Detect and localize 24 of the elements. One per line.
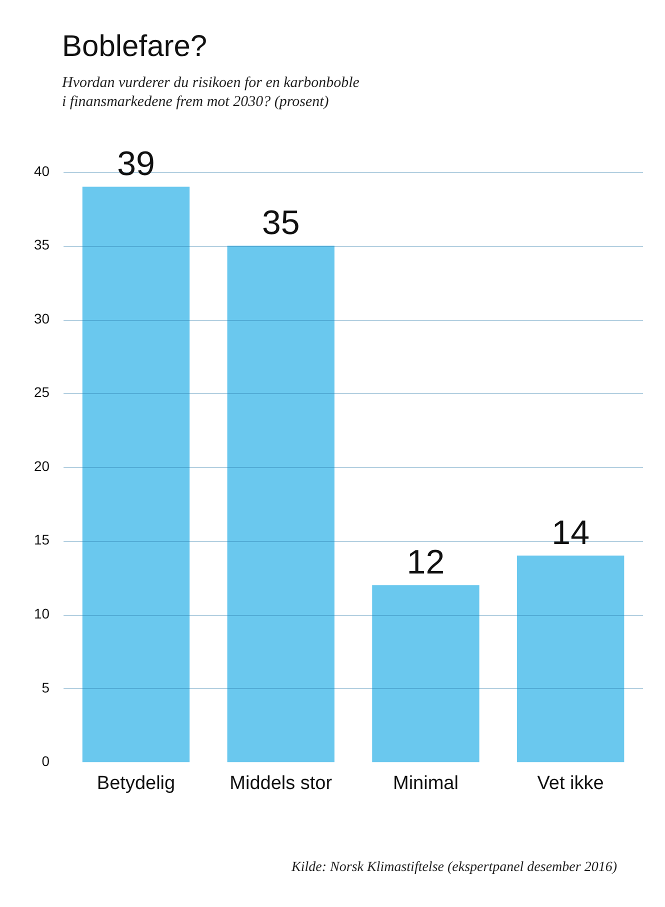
x-tick-label: Betydelig [96,772,176,794]
bar [82,186,190,762]
data-label: 12 [406,544,445,582]
bar [372,585,480,762]
y-tick-label: 20 [34,458,50,474]
bar [227,246,334,762]
y-tick-label: 5 [42,679,50,696]
text: Kilde: Norsk Klimastiftelse (ekspertpanel desember 2016) [292,860,617,876]
chart-subtitle: Hvordan vurderer du risikoen for en karbonboble i finansmarkedene frem mot 2030? (prosent) [62,74,360,112]
data-label: 35 [262,204,300,242]
x-tick-label: Vet ikke [537,772,604,794]
y-tick-label: 35 [34,236,50,253]
y-tick-label: 40 [34,162,50,179]
data-label: 39 [117,145,155,184]
y-tick-label: 15 [34,532,50,548]
bar [516,556,624,762]
chart-title: Boblefare? [62,30,208,64]
x-tick-label: Minimal [392,772,458,794]
y-tick-label: 25 [34,384,50,400]
y-tick-label: 0 [42,753,50,770]
data-label: 14 [552,514,590,552]
y-tick-label: 10 [34,606,50,622]
y-tick-label: 30 [34,310,50,326]
x-tick-label: Middels stor [230,772,333,794]
